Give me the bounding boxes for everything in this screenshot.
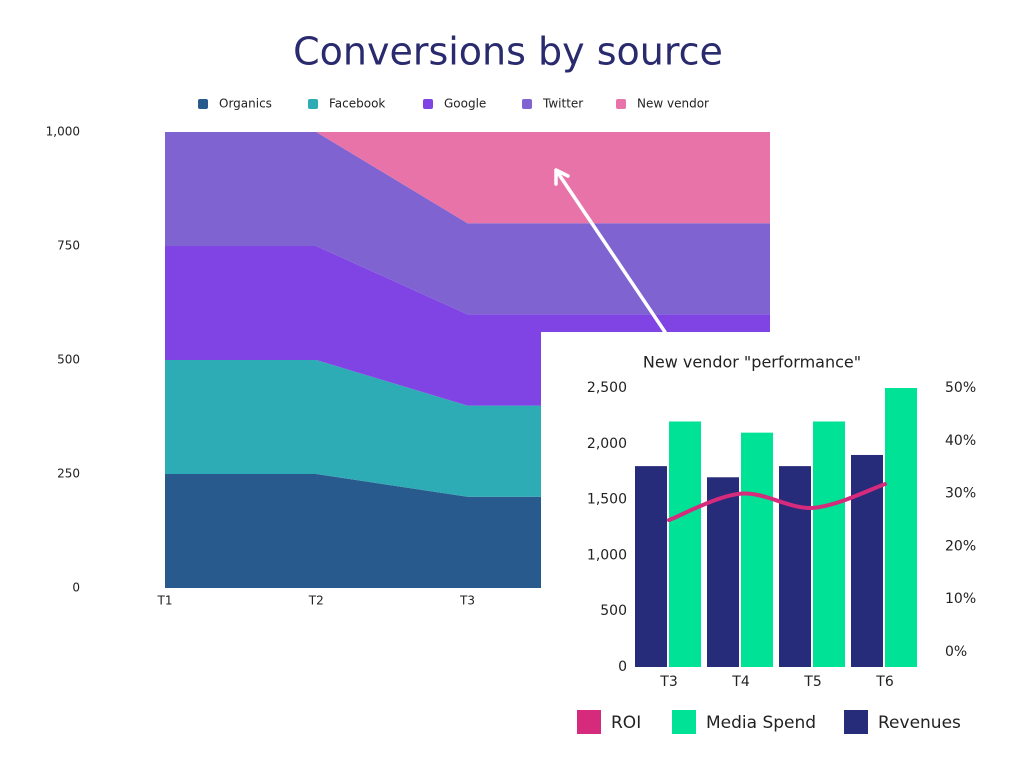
y-tick-label: 750 <box>57 239 80 253</box>
bar <box>779 466 811 667</box>
y-tick-label: 0 <box>618 659 627 675</box>
y2-tick-label: 30% <box>945 486 976 502</box>
legend-swatch <box>522 99 532 109</box>
legend-swatch <box>423 99 433 109</box>
legend-swatch <box>308 99 318 109</box>
bar <box>669 421 701 667</box>
bar <box>813 421 845 667</box>
bar <box>885 388 917 667</box>
inset-title: New vendor "performance" <box>643 353 861 372</box>
x-tick-label: T5 <box>803 674 821 690</box>
annotation-arrow <box>554 168 667 334</box>
x-tick-label: T1 <box>157 594 173 608</box>
legend-label: Organics <box>219 97 272 111</box>
y-tick-label: 250 <box>57 467 80 481</box>
y2-tick-label: 40% <box>945 433 976 449</box>
y-tick-label: 1,000 <box>587 547 627 563</box>
chart-title: Conversions by source <box>293 30 723 74</box>
x-tick-label: T6 <box>875 674 894 690</box>
y-tick-label: 1,000 <box>46 125 80 139</box>
y-tick-label: 2,000 <box>587 436 627 452</box>
legend-swatch <box>577 710 601 734</box>
legend-label: Google <box>444 97 486 111</box>
x-tick-label: T3 <box>659 674 677 690</box>
x-tick-label: T2 <box>308 594 324 608</box>
area <box>165 132 770 224</box>
legend-swatch <box>198 99 208 109</box>
legend-label: Revenues <box>878 713 961 733</box>
legend-label: ROI <box>611 713 641 733</box>
legend-label: Facebook <box>329 97 385 111</box>
x-tick-label: T4 <box>731 674 750 690</box>
y2-tick-label: 10% <box>945 591 976 607</box>
legend-label: Twitter <box>542 97 583 111</box>
y-tick-label: 500 <box>600 603 627 619</box>
y-tick-label: 500 <box>57 353 80 367</box>
bar <box>707 477 739 667</box>
line <box>667 482 887 522</box>
y2-tick-label: 0% <box>945 644 967 660</box>
legend-label: Media Spend <box>706 713 816 733</box>
y2-tick-label: 50% <box>945 380 976 396</box>
y-tick-label: 1,500 <box>587 492 627 508</box>
legend-swatch <box>672 710 696 734</box>
x-tick-label: T3 <box>459 594 475 608</box>
y2-tick-label: 20% <box>945 538 976 554</box>
bar <box>741 432 773 667</box>
y-tick-label: 0 <box>72 581 80 595</box>
legend-swatch <box>844 710 868 734</box>
legend-label: New vendor <box>637 97 709 111</box>
y-tick-label: 2,500 <box>587 380 627 396</box>
bar <box>635 466 667 667</box>
legend-swatch <box>616 99 626 109</box>
